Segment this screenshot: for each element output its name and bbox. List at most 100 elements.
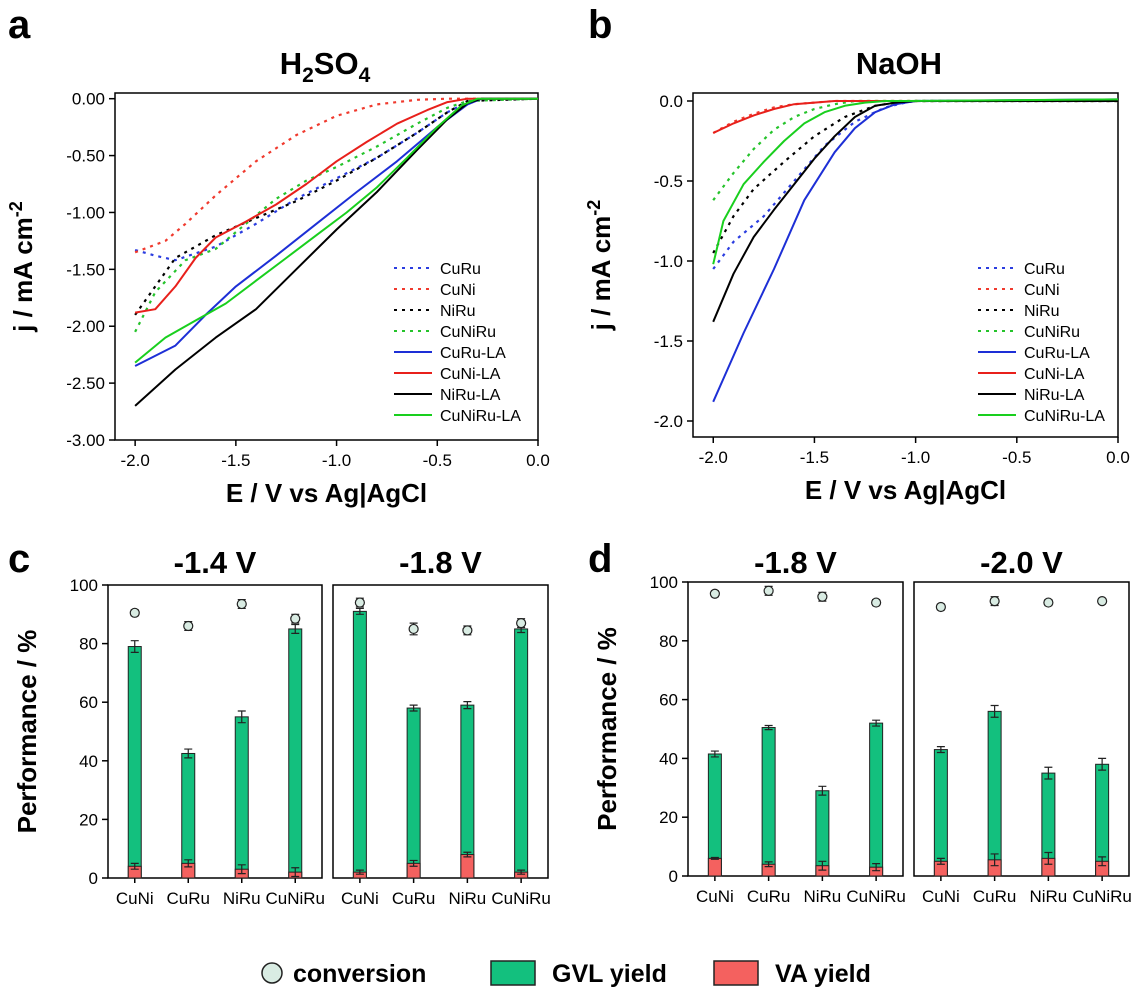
x-tick-label: 0.0 bbox=[526, 451, 550, 470]
legend-label: CuNi bbox=[440, 282, 476, 299]
chart-title: NaOH bbox=[856, 46, 942, 81]
va-error-bar bbox=[291, 867, 300, 878]
va-error-bar bbox=[1098, 856, 1107, 867]
gvl-bar bbox=[869, 722, 884, 877]
x-tick-label: NiRu bbox=[223, 889, 261, 908]
y-tick-label: -3.00 bbox=[66, 431, 105, 450]
legend-label: CuRu bbox=[440, 261, 481, 278]
y-tick-label: -0.50 bbox=[66, 147, 105, 166]
y-axis-label: j / mA cm-2 bbox=[584, 200, 616, 332]
subplot-2: -2.0 V CuNi CuRu NiRu CuNiRu bbox=[913, 545, 1132, 906]
y-tick-label: 80 bbox=[79, 635, 98, 654]
bar-chart-c: Performance / % -1.4 V 0 20 40 60 80 100 CuNi CuR… bbox=[12, 545, 551, 908]
subplot-title: -1.8 V bbox=[399, 545, 482, 580]
series-line-cuniru-la bbox=[134, 97, 538, 364]
plot-frame bbox=[107, 584, 323, 879]
x-tick-label: -1.0 bbox=[901, 448, 930, 467]
conversion-point bbox=[817, 591, 828, 602]
x-tick-label: -1.5 bbox=[800, 448, 829, 467]
conversion-point bbox=[354, 597, 365, 608]
legend-conversion-marker bbox=[261, 962, 283, 984]
y-tick-label: -2.50 bbox=[66, 374, 105, 393]
plot-frame bbox=[114, 92, 539, 441]
x-tick-label: CuNi bbox=[696, 887, 734, 906]
series-line-cuniru bbox=[712, 99, 1118, 201]
series-line-niru bbox=[712, 99, 1118, 254]
subplot-2: -1.8 V CuNi CuRu NiRu CuNiRu bbox=[332, 545, 551, 908]
va-error-bar bbox=[990, 853, 999, 867]
legend-label: CuNiRu-LA bbox=[1024, 408, 1105, 425]
conversion-point bbox=[709, 588, 720, 599]
legend-label: CuNi-LA bbox=[1024, 366, 1085, 383]
conversion-point bbox=[989, 596, 1000, 607]
y-tick-label: 40 bbox=[79, 752, 98, 771]
gvl-error-bar bbox=[355, 607, 364, 615]
va-error-bar bbox=[184, 859, 193, 868]
va-error-bar bbox=[872, 863, 881, 872]
plot-frame bbox=[687, 581, 904, 877]
conversion-point bbox=[871, 597, 882, 608]
y-axis-label: Performance / % bbox=[592, 627, 622, 831]
va-error-bar bbox=[409, 859, 418, 867]
series-line-niru-la bbox=[712, 100, 1118, 323]
x-tick-label: -1.0 bbox=[322, 451, 351, 470]
series-line-curu bbox=[712, 99, 1118, 270]
gvl-bar bbox=[987, 710, 1002, 877]
va-error-bar bbox=[764, 861, 773, 868]
gvl-bar bbox=[352, 610, 367, 879]
series-line-cuni bbox=[712, 99, 1118, 134]
legend-label: NiRu bbox=[440, 303, 476, 320]
conversion-point bbox=[183, 620, 194, 632]
conversion-point bbox=[236, 598, 247, 610]
y-tick-label: -1.5 bbox=[654, 332, 683, 351]
y-tick-label: 0.0 bbox=[659, 92, 683, 111]
panel-letter-c: c bbox=[8, 537, 30, 581]
gvl-bar bbox=[406, 707, 421, 879]
x-tick-label: CuRu bbox=[973, 887, 1016, 906]
x-tick-label: CuNiRu bbox=[1072, 887, 1132, 906]
va-error-bar bbox=[517, 869, 526, 875]
x-tick-label: CuNiRu bbox=[846, 887, 906, 906]
y-tick-label: 80 bbox=[659, 632, 678, 651]
line-chart-a: H2SO4 -2.0 -1.5 -1.0 -0.5 0.0 0.00 -0.50 -1.00 -1… bbox=[6, 46, 550, 508]
legend: CuRu CuNi NiRu CuNiRu CuRu-LA CuNi-LA NiRu-LA C… bbox=[394, 261, 521, 425]
y-tick-label: 0 bbox=[669, 867, 678, 886]
legend-label: NiRu-LA bbox=[440, 387, 501, 404]
legend-label: CuNiRu-LA bbox=[440, 408, 521, 425]
x-tick-label: NiRu bbox=[1029, 887, 1067, 906]
legend-gvl-swatch bbox=[490, 960, 536, 986]
x-tick-label: -0.5 bbox=[423, 451, 452, 470]
gvl-error-bar bbox=[130, 640, 139, 653]
va-error-bar bbox=[1044, 851, 1053, 865]
legend-label: NiRu-LA bbox=[1024, 387, 1085, 404]
gvl-bar bbox=[127, 646, 142, 879]
series-line-cuniru bbox=[134, 97, 539, 333]
line-chart-b: NaOH -2.0 -1.5 -1.0 -0.5 0.0 0.0 -0.5 -1.0 -1.5 -2… bbox=[584, 46, 1130, 505]
x-tick-label: CuNiRu bbox=[491, 889, 551, 908]
conversion-point bbox=[462, 625, 473, 636]
legend-conversion-label: conversion bbox=[293, 960, 426, 988]
x-tick-label: CuNi bbox=[341, 889, 379, 908]
conversion-point bbox=[763, 585, 774, 596]
legend-label: NiRu bbox=[1024, 303, 1060, 320]
series-line-curu bbox=[134, 97, 539, 262]
y-tick-label: 20 bbox=[79, 810, 98, 829]
series-line-cuni bbox=[134, 97, 538, 254]
y-tick-label: -0.5 bbox=[654, 172, 683, 191]
x-axis-label: E / V vs Ag|AgCl bbox=[805, 475, 1006, 505]
x-axis-label: E / V vs Ag|AgCl bbox=[226, 478, 427, 508]
va-error-bar bbox=[818, 860, 827, 871]
y-tick-label: -1.50 bbox=[66, 260, 105, 279]
x-tick-label: CuRu bbox=[392, 889, 435, 908]
conversion-point bbox=[516, 617, 527, 629]
legend-label: CuRu-LA bbox=[440, 345, 506, 362]
gvl-error-bar bbox=[237, 710, 246, 724]
y-tick-label: 0 bbox=[89, 869, 98, 888]
y-tick-label: 0.00 bbox=[72, 90, 105, 109]
x-tick-label: -0.5 bbox=[1002, 448, 1031, 467]
legend-gvl-label: GVL yield bbox=[552, 960, 667, 988]
x-tick-label: 0.0 bbox=[1106, 448, 1130, 467]
y-axis-label: j / mA cm-2 bbox=[6, 201, 38, 333]
y-tick-label: -1.0 bbox=[654, 252, 683, 271]
conversion-point bbox=[1097, 596, 1108, 607]
